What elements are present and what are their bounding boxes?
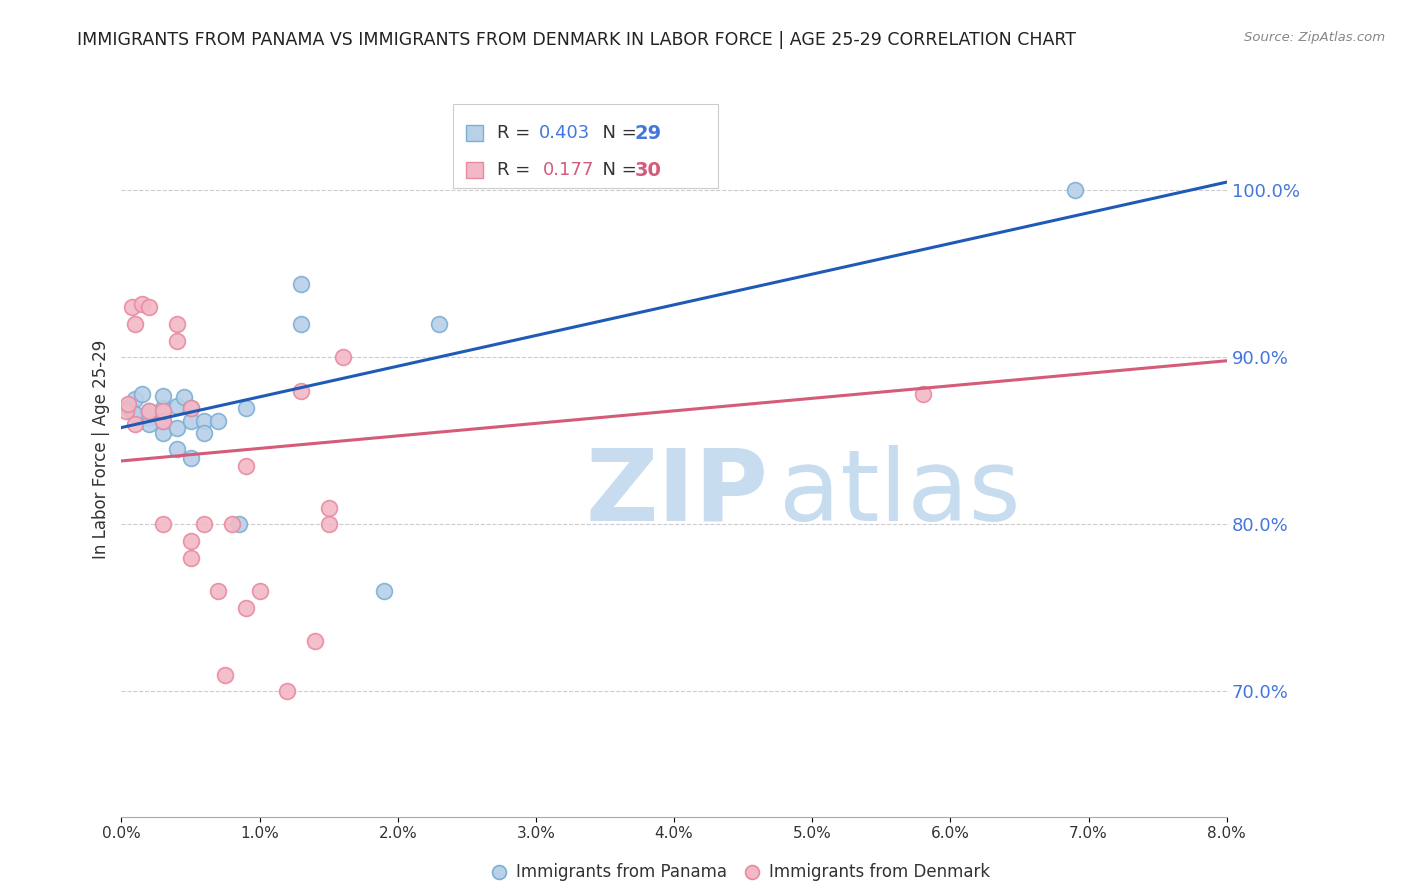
Point bbox=[131, 387, 153, 401]
FancyBboxPatch shape bbox=[467, 162, 484, 178]
Point bbox=[152, 401, 174, 415]
Text: Immigrants from Panama: Immigrants from Panama bbox=[516, 863, 727, 881]
Text: 0.403: 0.403 bbox=[538, 124, 591, 143]
Text: 30: 30 bbox=[634, 161, 662, 179]
Point bbox=[121, 404, 143, 418]
Point bbox=[290, 317, 312, 331]
Point bbox=[207, 414, 229, 428]
Point bbox=[235, 401, 257, 415]
Point bbox=[114, 404, 136, 418]
Y-axis label: In Labor Force | Age 25-29: In Labor Force | Age 25-29 bbox=[93, 340, 110, 559]
Text: N =: N = bbox=[591, 161, 643, 179]
Point bbox=[180, 534, 202, 549]
Point bbox=[166, 420, 188, 434]
Point bbox=[152, 425, 174, 440]
Point bbox=[193, 414, 215, 428]
Point bbox=[180, 550, 202, 565]
Point bbox=[138, 404, 160, 418]
Point bbox=[121, 301, 143, 315]
Point bbox=[138, 417, 160, 432]
Point bbox=[138, 410, 160, 425]
Point bbox=[180, 450, 202, 465]
Point bbox=[249, 584, 271, 599]
Point bbox=[373, 584, 395, 599]
Text: Immigrants from Denmark: Immigrants from Denmark bbox=[769, 863, 990, 881]
Point bbox=[221, 517, 243, 532]
Text: N =: N = bbox=[591, 124, 643, 143]
Point bbox=[290, 277, 312, 291]
Text: ZIP: ZIP bbox=[586, 445, 769, 541]
Point bbox=[276, 684, 298, 698]
Point bbox=[207, 584, 229, 599]
Point bbox=[152, 404, 174, 418]
Text: atlas: atlas bbox=[779, 445, 1021, 541]
Point bbox=[193, 425, 215, 440]
Point bbox=[180, 401, 202, 415]
Text: R =: R = bbox=[496, 161, 541, 179]
Point bbox=[228, 517, 250, 532]
Point bbox=[152, 414, 174, 428]
Text: Source: ZipAtlas.com: Source: ZipAtlas.com bbox=[1244, 31, 1385, 45]
Point bbox=[235, 600, 257, 615]
FancyBboxPatch shape bbox=[467, 125, 484, 142]
Point bbox=[124, 317, 146, 331]
Point bbox=[124, 392, 146, 406]
Point bbox=[290, 384, 312, 398]
Text: 0.177: 0.177 bbox=[543, 161, 595, 179]
Point bbox=[1063, 183, 1085, 197]
Point bbox=[214, 667, 236, 681]
FancyBboxPatch shape bbox=[453, 104, 718, 188]
Point bbox=[124, 417, 146, 432]
Point bbox=[318, 517, 340, 532]
Point bbox=[173, 391, 195, 405]
Point bbox=[332, 351, 354, 365]
Point bbox=[152, 389, 174, 403]
Point bbox=[180, 414, 202, 428]
Point bbox=[117, 401, 139, 415]
Point bbox=[235, 458, 257, 473]
Point bbox=[152, 414, 174, 428]
Point bbox=[304, 634, 326, 648]
Text: R =: R = bbox=[496, 124, 536, 143]
Text: IMMIGRANTS FROM PANAMA VS IMMIGRANTS FROM DENMARK IN LABOR FORCE | AGE 25-29 COR: IMMIGRANTS FROM PANAMA VS IMMIGRANTS FRO… bbox=[77, 31, 1077, 49]
Point bbox=[427, 317, 450, 331]
Point bbox=[124, 407, 146, 421]
Point bbox=[180, 401, 202, 415]
Point bbox=[166, 317, 188, 331]
Point bbox=[138, 404, 160, 418]
Point bbox=[166, 334, 188, 348]
Point bbox=[152, 517, 174, 532]
Point bbox=[166, 442, 188, 457]
Point bbox=[318, 500, 340, 515]
Point bbox=[117, 397, 139, 411]
Point bbox=[166, 399, 188, 413]
Point bbox=[131, 297, 153, 311]
Point bbox=[138, 301, 160, 315]
Point bbox=[193, 517, 215, 532]
Point bbox=[911, 387, 934, 401]
Text: 29: 29 bbox=[634, 124, 662, 143]
